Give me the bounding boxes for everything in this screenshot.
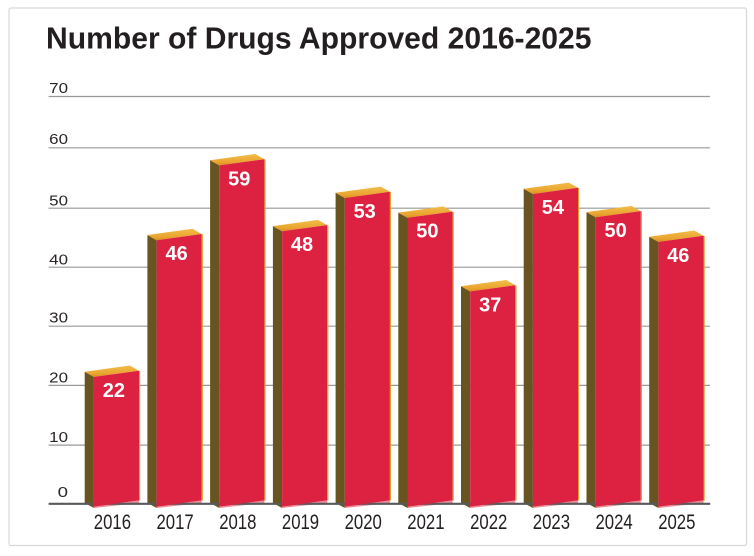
svg-text:2016: 2016 (94, 511, 131, 534)
svg-text:50: 50 (49, 193, 68, 210)
svg-text:2023: 2023 (533, 511, 570, 534)
svg-text:2018: 2018 (219, 511, 256, 534)
svg-text:40: 40 (49, 252, 68, 269)
svg-text:50: 50 (416, 221, 438, 243)
svg-text:54: 54 (542, 197, 565, 219)
svg-text:2019: 2019 (282, 511, 319, 534)
svg-text:30: 30 (49, 310, 68, 327)
svg-text:59: 59 (228, 168, 250, 190)
svg-text:20: 20 (49, 370, 68, 387)
svg-text:0: 0 (58, 484, 68, 501)
svg-text:53: 53 (354, 201, 376, 223)
svg-text:60: 60 (49, 131, 68, 148)
svg-text:2022: 2022 (470, 511, 507, 534)
svg-text:46: 46 (165, 243, 187, 265)
svg-text:2025: 2025 (658, 511, 695, 534)
svg-text:2021: 2021 (407, 511, 444, 534)
svg-text:70: 70 (49, 80, 68, 97)
svg-text:48: 48 (291, 234, 313, 256)
svg-text:2017: 2017 (157, 511, 194, 534)
svg-text:37: 37 (479, 294, 501, 316)
svg-text:22: 22 (103, 380, 125, 402)
svg-text:50: 50 (604, 220, 626, 242)
svg-text:2020: 2020 (345, 511, 382, 534)
svg-text:46: 46 (667, 245, 689, 267)
svg-text:10: 10 (49, 429, 68, 446)
svg-text:2024: 2024 (596, 511, 633, 534)
svg-text:Number of Drugs Approved 2016-: Number of Drugs Approved 2016-2025 (46, 20, 592, 55)
